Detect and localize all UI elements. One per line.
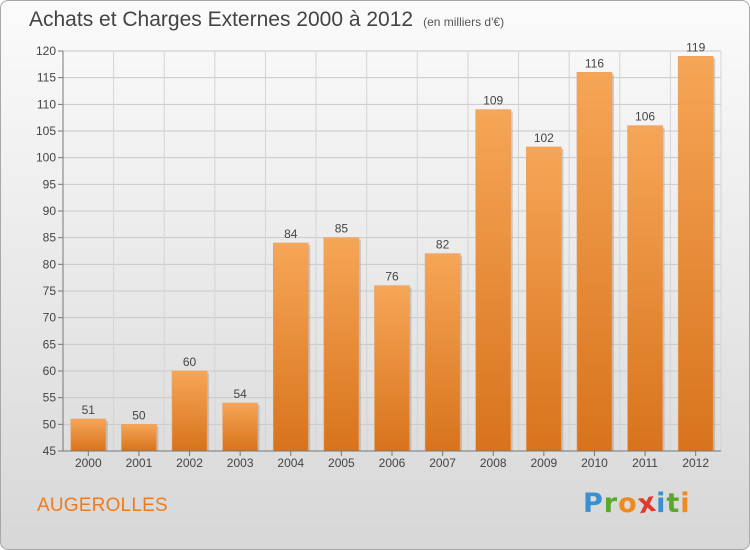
logo-letter: o <box>618 488 638 519</box>
x-tick-label: 2009 <box>530 456 557 470</box>
chart-title-text: Achats et Charges Externes 2000 à 2012 <box>29 8 414 31</box>
y-tick-label: 50 <box>43 417 57 431</box>
bar-value-label: 119 <box>686 40 705 54</box>
y-tick-label: 85 <box>43 231 57 245</box>
x-tick-label: 2004 <box>277 456 304 470</box>
bar <box>121 424 157 452</box>
bar <box>526 146 562 452</box>
y-tick-label: 115 <box>37 71 56 85</box>
bar-value-label: 51 <box>82 403 96 417</box>
logo-letter: r <box>603 488 619 519</box>
bar <box>627 125 663 452</box>
bar-value-label: 82 <box>436 238 450 252</box>
bar <box>323 237 360 452</box>
y-tick-label: 65 <box>43 337 57 351</box>
logo-letter: t <box>666 488 681 519</box>
x-tick-label: 2007 <box>429 456 456 470</box>
y-tick-label: 70 <box>43 311 57 325</box>
y-tick-label: 55 <box>43 391 57 405</box>
bar-value-label: 106 <box>635 110 655 124</box>
x-tick-label: 2012 <box>682 456 709 470</box>
y-tick-label: 80 <box>43 257 57 271</box>
x-tick-label: 2000 <box>75 456 102 470</box>
x-tick-label: 2011 <box>632 456 658 470</box>
y-tick-label: 110 <box>37 97 56 111</box>
bar <box>70 418 107 452</box>
labels: 45 50 55 60 65 70 75 80 85 90 95 100 105 110 115 120 51 2… <box>36 40 709 470</box>
y-tick-label: 100 <box>36 151 56 165</box>
bar <box>272 242 309 452</box>
x-tick-label: 2008 <box>480 456 507 470</box>
y-tick-label: 105 <box>36 124 56 138</box>
bar <box>576 72 613 452</box>
y-tick-label: 60 <box>43 364 57 378</box>
y-tick-label: 120 <box>36 44 56 58</box>
chart-title: Achats et Charges Externes 2000 à 2012 (e… <box>29 8 504 32</box>
bar <box>222 402 258 452</box>
bar-value-label: 102 <box>534 131 554 145</box>
logo-letter: i <box>680 488 691 519</box>
bar-value-label: 76 <box>385 270 399 284</box>
bar <box>374 285 410 452</box>
chart-unit-note: (en milliers d'€) <box>423 15 505 29</box>
logo-letter: i <box>656 488 667 519</box>
bar-value-label: 54 <box>233 387 247 401</box>
bar <box>424 253 461 452</box>
y-tick-label: 75 <box>43 284 57 298</box>
bar-value-label: 116 <box>585 56 604 70</box>
bars <box>70 56 716 452</box>
place-name: AUGEROLLES <box>37 495 168 516</box>
bar <box>677 56 714 452</box>
y-tick-label: 90 <box>43 204 57 218</box>
y-tick-label: 45 <box>43 444 57 458</box>
axes <box>58 50 721 456</box>
bar <box>171 370 208 452</box>
x-tick-label: 2001 <box>126 456 153 470</box>
bar-value-label: 85 <box>335 222 349 236</box>
bar-value-label: 109 <box>483 94 503 108</box>
logo-letter: P <box>583 488 604 519</box>
bar-value-label: 84 <box>284 227 298 241</box>
bar-value-label: 50 <box>132 408 146 422</box>
bar-value-label: 60 <box>183 355 197 369</box>
bar <box>475 109 512 452</box>
x-tick-label: 2006 <box>379 456 406 470</box>
y-tick-label: 95 <box>43 177 57 191</box>
x-tick-label: 2005 <box>328 456 355 470</box>
x-tick-label: 2002 <box>176 456 203 470</box>
proxiti-logo: Proxiti <box>583 487 691 521</box>
x-tick-label: 2003 <box>227 456 254 470</box>
x-tick-label: 2010 <box>581 456 608 470</box>
